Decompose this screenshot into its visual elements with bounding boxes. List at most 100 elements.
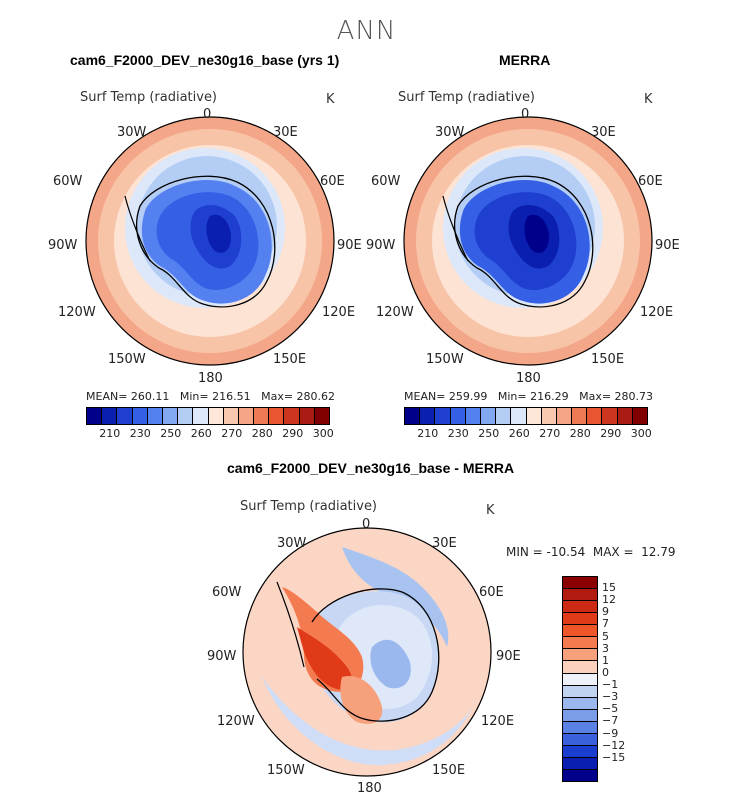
obs-lon-0: 0 <box>521 107 530 122</box>
peninsula-coastline <box>276 581 305 668</box>
colorbar-tick-label: 5 <box>602 629 609 643</box>
diff-colorbar <box>562 576 598 782</box>
diff-lon-120e: 120E <box>481 714 515 729</box>
colorbar-swatch <box>563 625 597 638</box>
colorbar-tick-label: 280 <box>251 427 273 440</box>
colorbar-swatch <box>563 685 597 698</box>
diff-lon-30e: 30E <box>432 536 457 551</box>
diff-lon-120w: 120W <box>217 714 255 729</box>
colorbar-tick-label: 230 <box>447 427 469 440</box>
obs-lon-90e: 90E <box>655 238 680 253</box>
model-lon-120w: 120W <box>58 305 96 320</box>
colorbar-swatch <box>587 408 603 424</box>
diff-lon-60e: 60E <box>479 585 504 600</box>
obs-lon-180: 180 <box>516 371 541 386</box>
colorbar-tick-label: 1 <box>602 653 609 667</box>
diff-lon-60w: 60W <box>212 585 242 600</box>
model-polar-map <box>85 116 335 366</box>
colorbar-tick-label: 250 <box>160 427 182 440</box>
colorbar-swatch <box>450 408 466 424</box>
colorbar-swatch <box>269 408 285 424</box>
colorbar-swatch <box>563 577 597 590</box>
antarctica-coastline <box>311 588 440 722</box>
model-lon-90w: 90W <box>48 238 78 253</box>
colorbar-tick-label: 210 <box>99 427 121 440</box>
colorbar-swatch <box>87 408 103 424</box>
colorbar-tick-label: 210 <box>417 427 439 440</box>
colorbar-swatch <box>563 770 597 782</box>
colorbar-tick-label: −1 <box>602 678 619 692</box>
colorbar-tick-label: 290 <box>282 427 304 440</box>
colorbar-swatch <box>254 408 270 424</box>
model-lon-30e: 30E <box>273 125 298 140</box>
colorbar-tick-label: 270 <box>221 427 243 440</box>
diff-lon-0: 0 <box>362 517 371 532</box>
map-boundary <box>85 116 335 366</box>
colorbar-swatch <box>162 408 179 424</box>
colorbar-swatch <box>572 408 588 424</box>
diff-panel-title: cam6_F2000_DEV_ne30g16_base - MERRA <box>227 460 515 476</box>
obs-lon-120e: 120E <box>640 305 674 320</box>
colorbar-swatch <box>193 408 209 424</box>
colorbar-swatch <box>223 408 239 424</box>
diff-contour-ross <box>340 676 383 724</box>
colorbar-tick-label: 9 <box>602 605 609 619</box>
colorbar-tick-label: 260 <box>190 427 212 440</box>
diff-lon-90e: 90E <box>496 649 521 664</box>
colorbar-tick-label: 230 <box>129 427 151 440</box>
colorbar-tick-label: 300 <box>630 427 652 440</box>
colorbar-swatch <box>563 589 597 602</box>
obs-polar-map <box>403 116 653 366</box>
antarctica-contour <box>206 214 231 253</box>
model-lon-0: 0 <box>203 107 212 122</box>
model-colorbar-ticks: 210 230 250 260 270 280 290 300 <box>86 427 334 441</box>
obs-lon-150w: 150W <box>426 352 464 367</box>
map-boundary <box>242 527 492 777</box>
colorbar-swatch <box>480 408 497 424</box>
colorbar-tick-label: 12 <box>602 593 616 607</box>
colorbar-swatch <box>563 661 597 674</box>
model-lon-180: 180 <box>198 371 223 386</box>
diff-lon-90w: 90W <box>207 649 237 664</box>
diff-stats: MIN = -10.54 MAX = 12.79 <box>506 545 676 559</box>
diff-contour <box>262 677 477 766</box>
colorbar-swatch <box>563 745 597 758</box>
colorbar-tick-label: −7 <box>602 714 619 728</box>
colorbar-swatch <box>511 408 527 424</box>
diff-units-label: K <box>486 503 495 518</box>
colorbar-swatch <box>420 408 436 424</box>
colorbar-tick-label: −9 <box>602 726 619 740</box>
model-variable-label: Surf Temp (radiative) <box>80 90 218 105</box>
model-lon-60e: 60E <box>320 174 345 189</box>
colorbar-tick-label: 0 <box>602 665 609 679</box>
model-stats: MEAN= 260.11 Min= 216.51 Max= 280.62 <box>86 390 336 403</box>
diff-contour <box>370 639 411 689</box>
obs-units-label: K <box>644 92 653 107</box>
colorbar-swatch <box>563 613 597 626</box>
colorbar-tick-label: −5 <box>602 702 619 716</box>
colorbar-tick-label: 280 <box>569 427 591 440</box>
colorbar-swatch <box>314 408 329 424</box>
model-lon-60w: 60W <box>53 174 83 189</box>
colorbar-swatch <box>541 408 557 424</box>
colorbar-tick-label: −12 <box>602 738 626 752</box>
obs-colorbar <box>404 407 648 425</box>
colorbar-tick-label: 290 <box>600 427 622 440</box>
diff-lon-150w: 150W <box>267 763 305 778</box>
colorbar-swatch <box>435 408 451 424</box>
colorbar-swatch <box>117 408 133 424</box>
colorbar-tick-label: 270 <box>539 427 561 440</box>
colorbar-tick-label: −15 <box>602 750 626 764</box>
diff-contour-peninsula-warm <box>297 627 353 690</box>
colorbar-tick-label: 300 <box>312 427 334 440</box>
colorbar-swatch <box>632 408 647 424</box>
colorbar-swatch <box>563 733 597 746</box>
colorbar-swatch <box>405 408 421 424</box>
colorbar-swatch <box>617 408 633 424</box>
obs-variable-label: Surf Temp (radiative) <box>398 90 536 105</box>
colorbar-swatch <box>284 408 300 424</box>
colorbar-swatch <box>465 408 481 424</box>
colorbar-swatch <box>563 649 597 662</box>
colorbar-swatch <box>178 408 194 424</box>
colorbar-tick-label: 260 <box>508 427 530 440</box>
